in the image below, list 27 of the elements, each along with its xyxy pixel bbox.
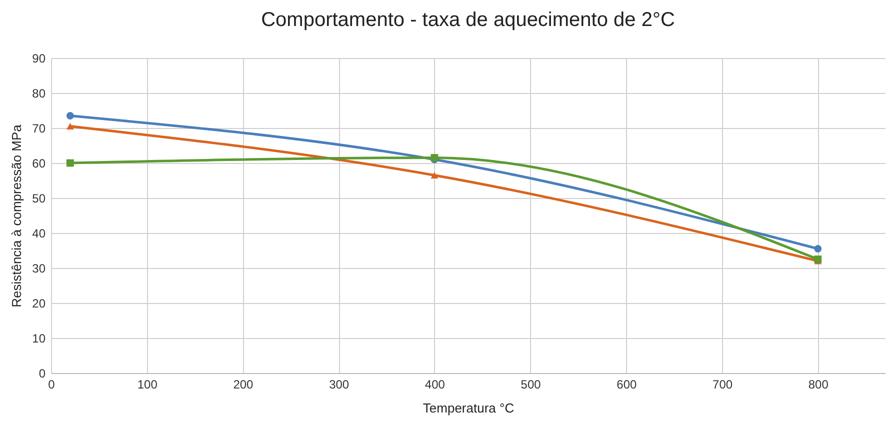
y-tick-label: 10 xyxy=(32,332,46,346)
point xyxy=(814,245,822,252)
x-tick-label: 600 xyxy=(616,378,638,392)
y-tick-label: 70 xyxy=(32,122,46,136)
x-axis-title: Temperatura °C xyxy=(422,400,514,416)
y-tick-label: 50 xyxy=(32,192,46,206)
y-tick-label: 80 xyxy=(32,86,46,100)
x-tick-label: 500 xyxy=(520,378,542,392)
point xyxy=(66,159,74,167)
x-tick-label: 700 xyxy=(712,378,733,392)
y-tick-label: 0 xyxy=(38,366,46,380)
point xyxy=(66,112,74,120)
y-tick-label: 60 xyxy=(32,156,46,170)
y-tick-label: 20 xyxy=(32,296,46,310)
point xyxy=(66,123,74,130)
x-tick-label: 0 xyxy=(48,378,56,392)
x-tick-label: 300 xyxy=(329,378,350,392)
chart-title: Comportamento - taxa de aquecimento de 2°C xyxy=(261,9,675,31)
x-tick-label: 100 xyxy=(137,378,158,392)
y-axis-title: Resistência à compressão MPa xyxy=(9,124,24,308)
y-tick-label: 40 xyxy=(32,226,46,240)
x-tick-label: 800 xyxy=(808,378,829,392)
y-tick-label: 90 xyxy=(32,52,46,66)
x-tick-label: 400 xyxy=(424,378,446,392)
point xyxy=(430,172,438,178)
x-tick-label: 200 xyxy=(233,378,254,392)
y-tick-label: 30 xyxy=(32,262,46,276)
